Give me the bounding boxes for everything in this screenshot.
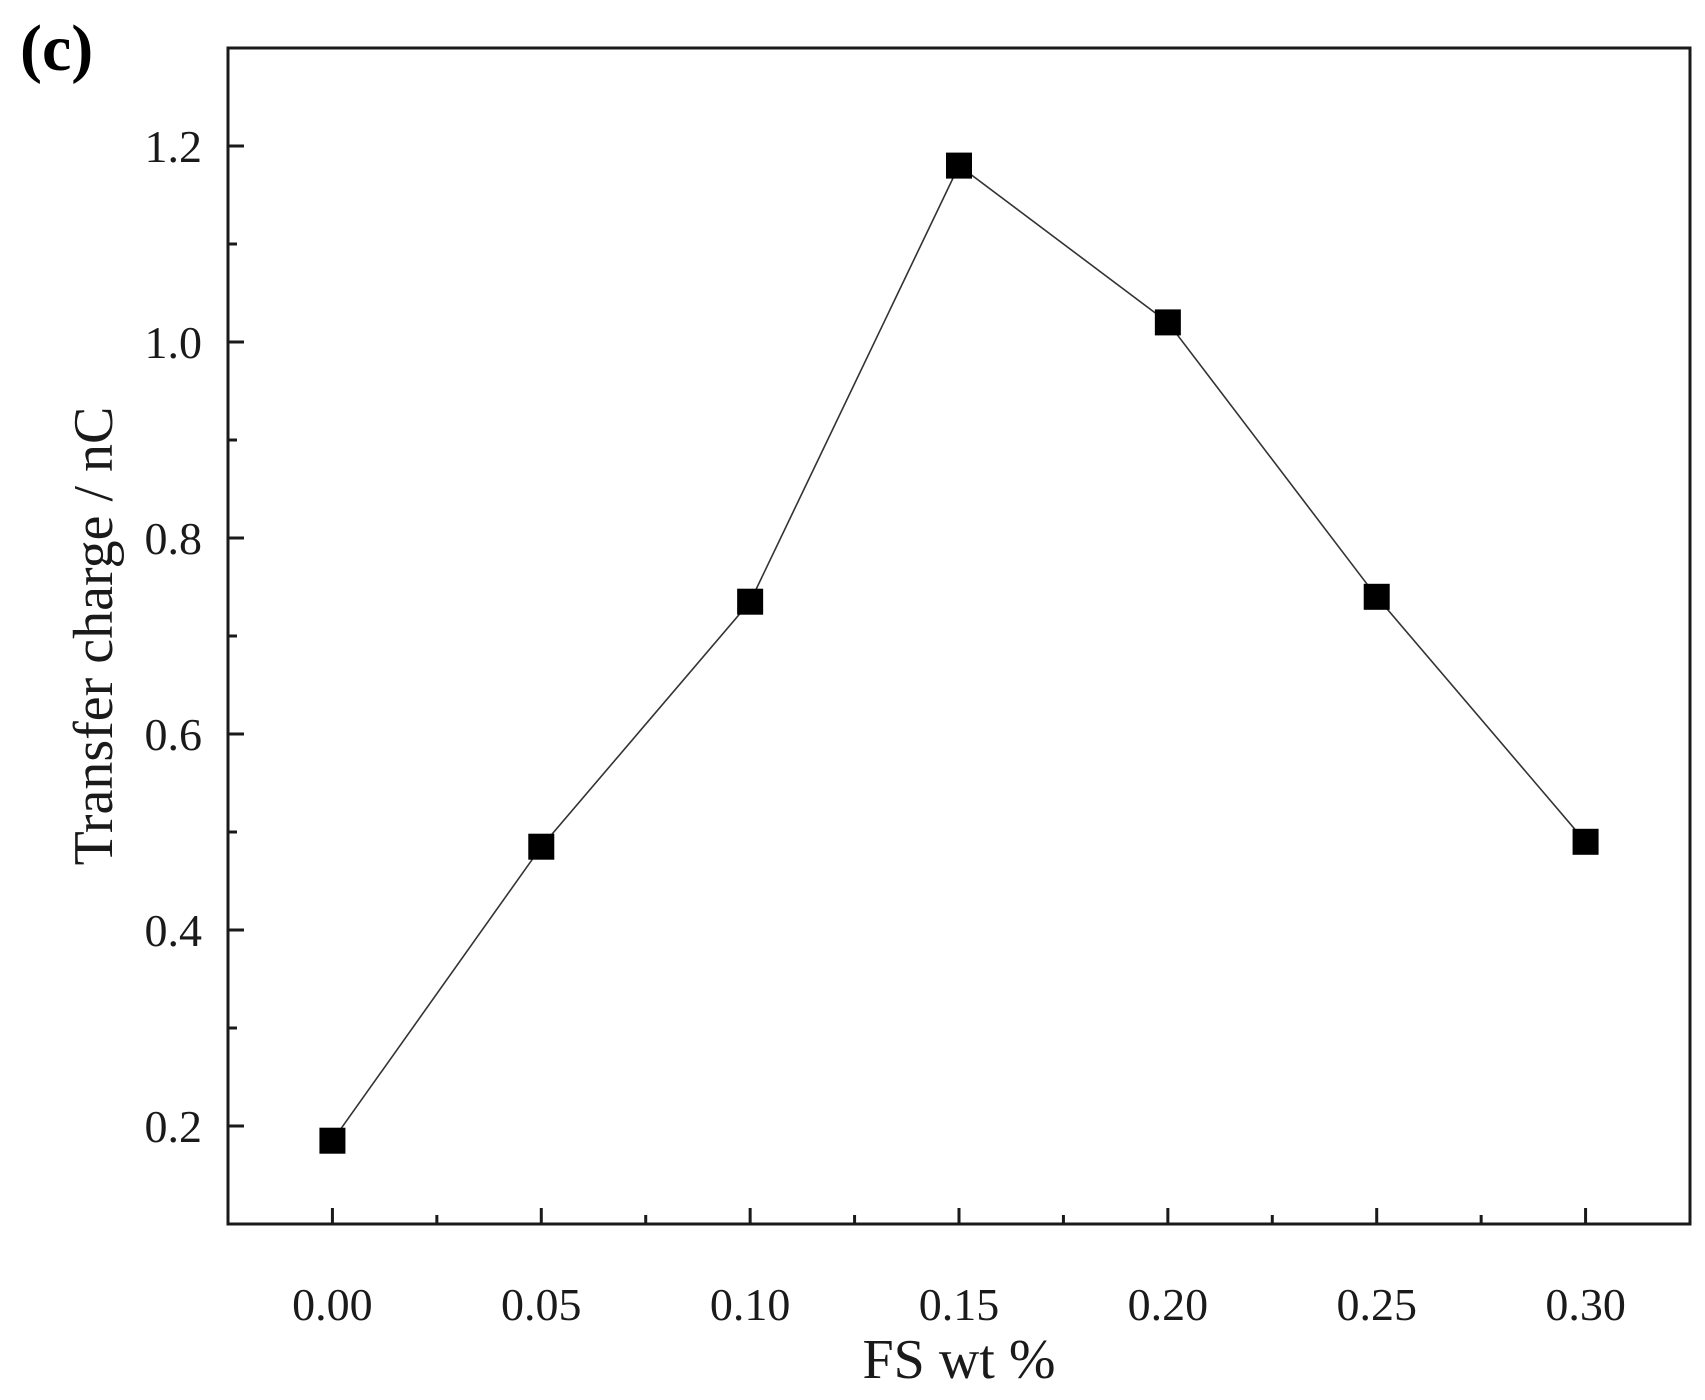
x-axis-ticks — [330, 1208, 1588, 1224]
data-point — [737, 588, 764, 615]
y-tick-label: 1.0 — [145, 317, 203, 368]
y-axis-ticks — [228, 46, 244, 1128]
data-point — [1363, 583, 1390, 610]
x-tick-label: 0.25 — [1336, 1279, 1417, 1330]
x-tick-label: 0.15 — [919, 1279, 1000, 1330]
series-markers — [319, 152, 1599, 1154]
data-point — [319, 1127, 346, 1154]
panel-label: (c) — [20, 12, 93, 85]
x-axis-title: FS wt % — [863, 1329, 1056, 1391]
y-axis-tick-labels: 0.2 0.4 0.6 0.8 1.0 1.2 — [145, 121, 203, 1152]
y-tick-label: 0.8 — [145, 513, 203, 564]
y-tick-label: 0.2 — [145, 1101, 203, 1152]
y-tick-label: 1.2 — [145, 121, 203, 172]
series-line — [331, 164, 1587, 1142]
y-axis-title: Transfer charge / nC — [63, 407, 125, 866]
x-tick-label: 0.00 — [292, 1279, 373, 1330]
x-tick-label: 0.05 — [501, 1279, 582, 1330]
data-point — [1572, 828, 1599, 855]
x-tick-label: 0.10 — [710, 1279, 791, 1330]
y-tick-label: 0.4 — [145, 905, 203, 956]
data-point — [1154, 309, 1181, 336]
data-point — [946, 152, 972, 179]
x-axis-tick-labels: 0.00 0.05 0.10 0.15 0.20 0.25 0.30 — [292, 1279, 1626, 1330]
data-point — [528, 833, 555, 860]
x-tick-label: 0.20 — [1128, 1279, 1209, 1330]
y-tick-label: 0.6 — [145, 709, 203, 760]
plot-frame — [226, 46, 1692, 1226]
x-tick-label: 0.30 — [1545, 1279, 1626, 1330]
